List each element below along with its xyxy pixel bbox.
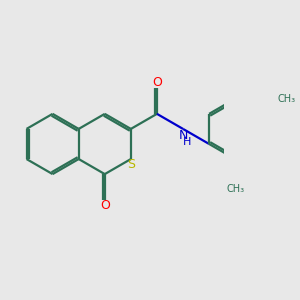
Text: CH₃: CH₃ xyxy=(226,184,244,194)
Text: N: N xyxy=(178,129,188,142)
Text: O: O xyxy=(152,76,162,89)
Text: S: S xyxy=(127,158,135,171)
Text: CH₃: CH₃ xyxy=(278,94,296,104)
Text: H: H xyxy=(182,136,191,147)
Text: O: O xyxy=(100,199,110,212)
